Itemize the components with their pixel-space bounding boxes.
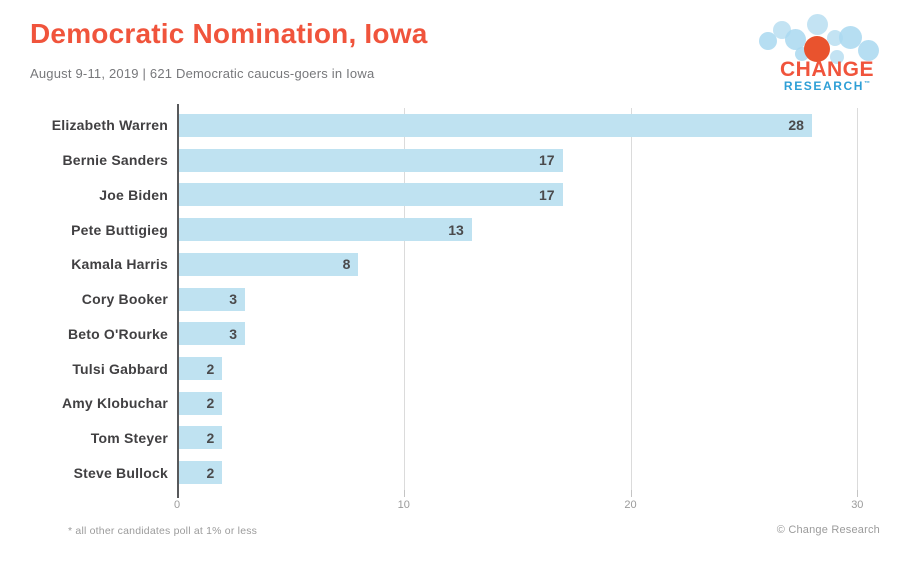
logo-bubble-icon (830, 50, 844, 64)
bar-row: 2 (177, 351, 880, 386)
bar-value-label: 17 (538, 152, 555, 169)
category-labels: Elizabeth Warren Bernie Sanders Joe Biden P… (0, 108, 168, 490)
bar-value-label: 2 (206, 395, 215, 412)
bar-value-label: 3 (229, 291, 238, 308)
x-axis: 0 10 20 30 (173, 490, 880, 516)
bar: 2 (177, 461, 223, 485)
bar-value-label: 2 (206, 360, 215, 377)
bar-value-label: 28 (788, 117, 804, 134)
bar-value-label: 2 (206, 429, 215, 446)
category-label: Tulsi Gabbard (72, 360, 168, 377)
bar-row: 17 (177, 143, 880, 178)
gridline (403, 108, 405, 490)
category-label: Beto O'Rourke (67, 325, 168, 342)
gridline (857, 108, 859, 490)
bar-row: 2 (177, 421, 880, 456)
category-label: Bernie Sanders (62, 152, 168, 169)
trademark-symbol: ™ (864, 81, 871, 87)
logo-text-research: RESEARCH™ (783, 79, 871, 93)
bar-row: 8 (177, 247, 880, 282)
category-label: Joe Biden (99, 186, 168, 203)
bar: 2 (177, 357, 223, 380)
gridline (630, 108, 632, 490)
page-title: Democratic Nomination, Iowa (30, 18, 428, 49)
bar-row: 3 (177, 282, 880, 317)
bar-row: 2 (177, 455, 880, 490)
bar: 28 (177, 113, 812, 137)
poll-subtitle: August 9-11, 2019 | 621 Democratic caucu… (30, 66, 375, 81)
category-label: Cory Booker (81, 291, 168, 308)
tick-label: 10 (397, 499, 410, 511)
bar-row: 17 (177, 177, 880, 212)
tick-label: 20 (624, 499, 637, 511)
logo-bubble-icon (785, 29, 806, 50)
bar-value-label: 17 (538, 186, 555, 203)
category-label: Amy Klobuchar (61, 395, 168, 412)
bar: 2 (177, 426, 223, 450)
category-label: Tom Steyer (90, 429, 168, 446)
logo-bubble-icon (807, 14, 828, 35)
bar-value-label: 3 (229, 325, 238, 342)
bar-row: 3 (177, 316, 880, 351)
logo-orange-dot-icon (804, 36, 830, 62)
bar: 13 (177, 218, 472, 242)
bar: 3 (177, 287, 246, 311)
footnote: * all other candidates poll at 1% or les… (68, 525, 258, 537)
category-label: Pete Buttigieg (71, 221, 168, 238)
bar-value-label: 8 (342, 256, 351, 273)
y-axis-line (177, 104, 179, 498)
tick-mark (630, 490, 632, 497)
tick-mark (403, 490, 405, 497)
tick-label: 0 (173, 499, 181, 511)
bar-value-label: 13 (448, 221, 464, 238)
tick-mark (857, 490, 859, 497)
bar-value-label: 2 (206, 464, 215, 481)
bar-rows: 28 17 17 13 8 3 3 2 2 2 2 (177, 108, 880, 490)
bar: 17 (177, 148, 563, 172)
change-research-logo: CHANGE RESEARCH™ (752, 6, 902, 98)
logo-bubble-icon (759, 32, 777, 50)
bar-row: 13 (177, 212, 880, 247)
logo-bubble-icon (839, 26, 862, 49)
bar: 17 (177, 183, 563, 207)
category-label: Elizabeth Warren (51, 117, 168, 134)
logo-bubble-icon (858, 40, 879, 61)
bar: 2 (177, 391, 223, 415)
logo-text-change: CHANGE (779, 58, 874, 81)
category-label: Kamala Harris (71, 256, 168, 273)
plot-area: 28 17 17 13 8 3 3 2 2 2 2 (177, 108, 880, 490)
tick-label: 30 (851, 499, 864, 511)
bar: 3 (177, 322, 246, 346)
bar: 8 (177, 252, 359, 276)
bar-row: 28 (177, 108, 880, 143)
copyright: © Change Research (776, 524, 880, 536)
category-label: Steve Bullock (73, 464, 168, 481)
bar-row: 2 (177, 386, 880, 421)
